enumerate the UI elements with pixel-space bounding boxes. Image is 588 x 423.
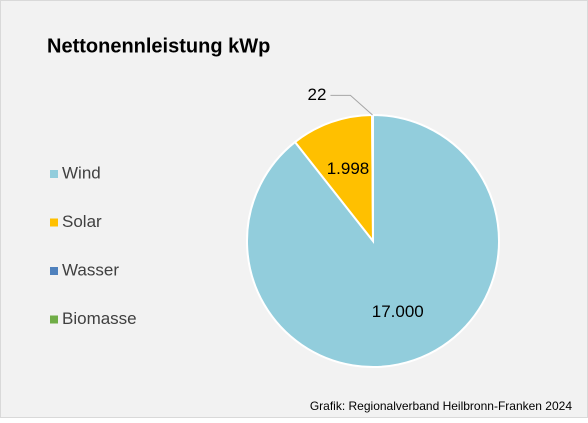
data-label: 1.998 [327,159,370,178]
source-note: Grafik: Regionalverband Heilbronn-Franke… [310,399,572,413]
legend-marker [50,267,58,275]
data-label: 22 [308,85,327,104]
data-label: 17.000 [372,302,424,321]
legend-label: Wasser [62,260,119,279]
legend-marker [50,170,58,178]
legend-marker [50,218,58,227]
legend-label: Biomasse [62,309,137,328]
chart-title: Nettonennleistung kWp [47,35,270,57]
legend-label: Solar [62,212,102,231]
pie-slice [371,113,374,242]
legend-label: Wind [62,163,101,182]
pie-slice [246,113,500,368]
leader-line [330,94,373,116]
pie-slice [293,113,375,244]
legend-marker [50,315,58,324]
